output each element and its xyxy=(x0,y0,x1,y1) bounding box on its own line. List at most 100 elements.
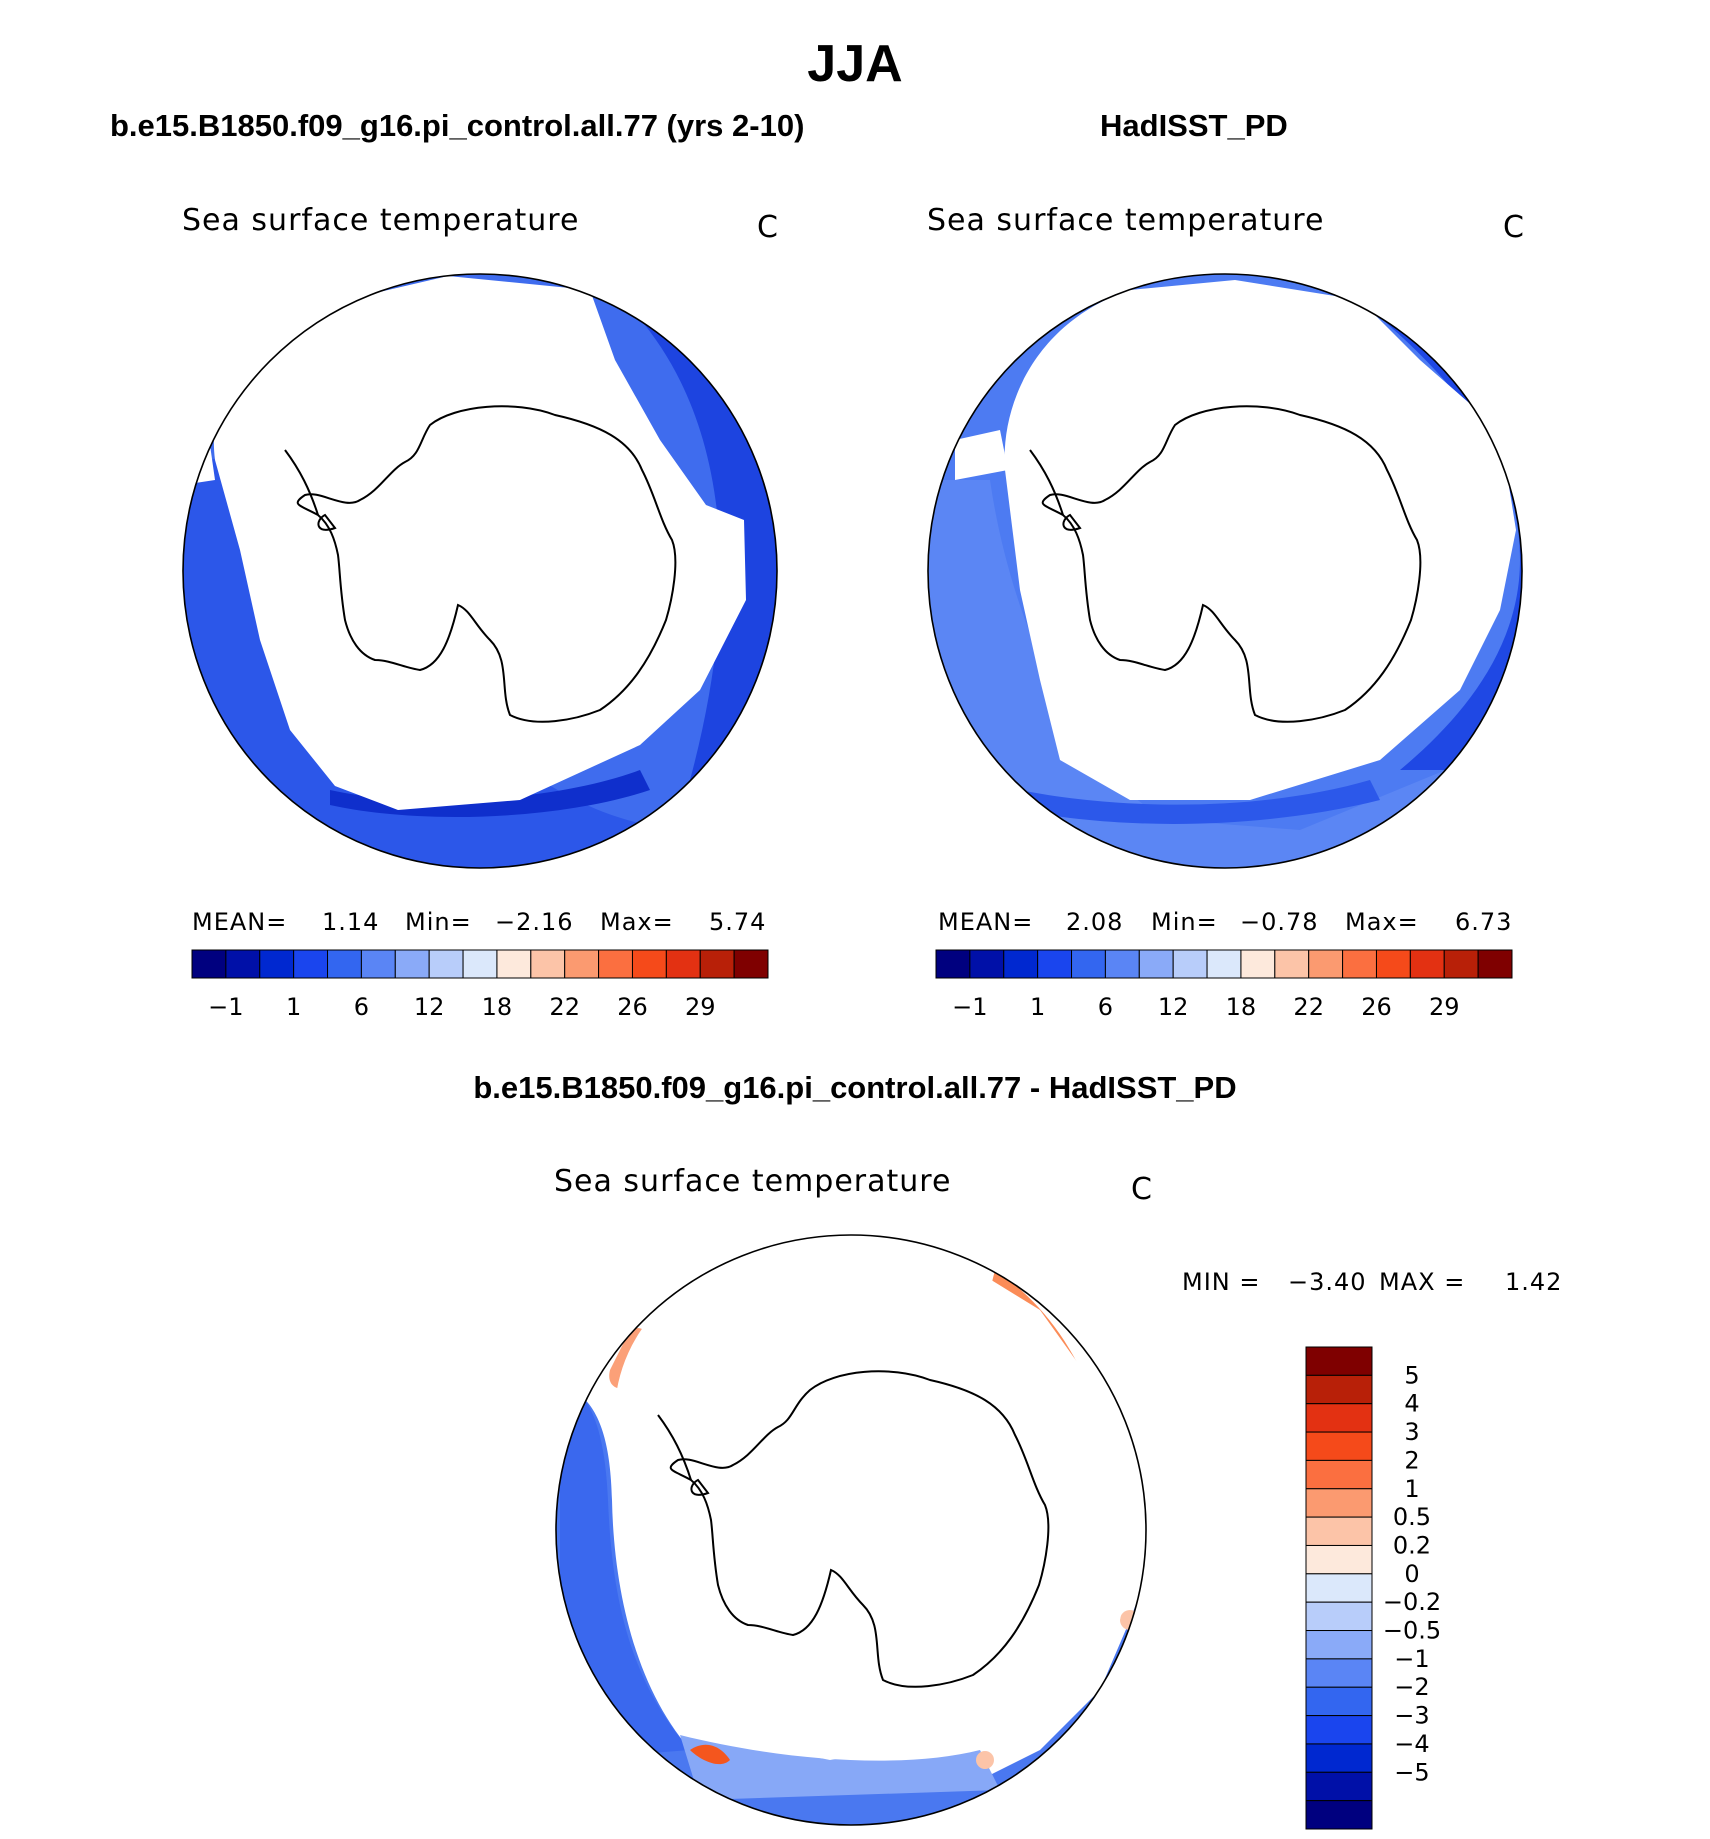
diff-colorbar-swatch-1 xyxy=(1305,1374,1373,1405)
model-colorbar-swatch-3 xyxy=(293,949,329,979)
obs-colorbar-tick-label: 6 xyxy=(1098,993,1113,1021)
diff-colorbar-tick-label: −5 xyxy=(1394,1758,1429,1786)
diff-colorbar-tick-label: −2 xyxy=(1394,1673,1429,1701)
diff-units: C xyxy=(1131,1172,1152,1207)
model-mean-label: MEAN= xyxy=(192,908,288,936)
diff-colorbar-tick-label: 3 xyxy=(1404,1418,1419,1446)
obs-colorbar-swatch-16 xyxy=(1477,949,1513,979)
model-colorbar-swatch-10 xyxy=(530,949,566,979)
obs-colorbar-swatch-12 xyxy=(1342,949,1377,979)
model-colorbar-tick-label: 18 xyxy=(482,993,513,1021)
obs-peninsula-outline xyxy=(1029,449,1082,531)
model-colorbar-tick-label: 12 xyxy=(414,993,445,1021)
model-peninsula-outline xyxy=(284,449,337,531)
obs-colorbar-tick-label: 29 xyxy=(1429,993,1460,1021)
model-ice-mask xyxy=(213,276,746,810)
diff-colorbar-tick-label: −1 xyxy=(1394,1645,1429,1673)
model-colorbar-swatch-4 xyxy=(327,949,362,979)
obs-colorbar-tick-label: −1 xyxy=(952,993,987,1021)
obs-colorbar-tick-label: 18 xyxy=(1226,993,1257,1021)
obs-colorbar-swatch-13 xyxy=(1375,949,1411,979)
diff-colorbar-swatch-2 xyxy=(1305,1403,1373,1433)
diff-colorbar-tick-label: −0.2 xyxy=(1383,1588,1441,1616)
diff-colorbar-swatch-12 xyxy=(1305,1686,1373,1717)
obs-colorbar-swatch-7 xyxy=(1172,949,1208,979)
diff-sst-map xyxy=(555,1234,1147,1826)
model-colorbar-swatch-2 xyxy=(259,949,295,979)
model-min-value: −2.16 xyxy=(495,908,574,936)
obs-colorbar-swatch-5 xyxy=(1104,949,1140,979)
model-colorbar-swatch-15 xyxy=(699,949,735,979)
diff-colorbar-swatch-14 xyxy=(1305,1743,1373,1773)
model-max-value: 5.74 xyxy=(709,908,767,936)
model-colorbar-tick-label: 26 xyxy=(617,993,648,1021)
obs-colorbar-swatch-1 xyxy=(969,949,1005,979)
obs-max-label: Max= xyxy=(1345,908,1419,936)
obs-colorbar-swatch-11 xyxy=(1308,949,1344,979)
diff-colorbar-swatch-10 xyxy=(1305,1630,1373,1660)
model-colorbar-swatch-9 xyxy=(496,949,532,979)
diff-colorbar-tick-label: 0.5 xyxy=(1393,1503,1431,1531)
model-colorbar-swatch-5 xyxy=(360,949,396,979)
model-colorbar-tick-label: 6 xyxy=(354,993,369,1021)
obs-colorbar-swatch-3 xyxy=(1037,949,1073,979)
model-colorbar-swatch-13 xyxy=(631,949,667,979)
diff-min-label: MIN = xyxy=(1182,1268,1261,1296)
diff-min-value: −3.40 xyxy=(1288,1268,1367,1296)
figure-title: JJA xyxy=(807,35,903,93)
obs-colorbar-swatch-14 xyxy=(1409,949,1445,979)
obs-units: C xyxy=(1503,210,1524,245)
diff-colorbar-swatch-13 xyxy=(1305,1715,1373,1745)
obs-colorbar-tick-label: 22 xyxy=(1293,993,1324,1021)
diff-map-boundary xyxy=(555,1234,1147,1826)
model-colorbar-swatch-14 xyxy=(665,949,701,979)
diff-antarctica-coastline xyxy=(669,1370,1050,1688)
diff-colorbar-tick-label: 0 xyxy=(1404,1560,1419,1588)
obs-subtitle: Sea surface temperature xyxy=(927,203,1325,238)
model-colorbar-swatch-16 xyxy=(733,949,769,979)
diff-colorbar-tick-label: −3 xyxy=(1394,1702,1429,1730)
model-colorbar-tick-label: 29 xyxy=(685,993,716,1021)
diff-peninsula-outline xyxy=(657,1414,710,1496)
obs-colorbar-swatch-10 xyxy=(1274,949,1310,979)
diff-colorbar-tick-label: 2 xyxy=(1404,1446,1419,1474)
model-colorbar: −1 1 6 12 18 22 26 29 xyxy=(191,949,769,1021)
obs-min-value: −0.78 xyxy=(1240,908,1319,936)
obs-sst-map xyxy=(927,273,1523,869)
diff-colorbar-swatch-4 xyxy=(1305,1459,1373,1490)
obs-colorbar-swatch-4 xyxy=(1071,949,1106,979)
diff-colorbar-swatch-7 xyxy=(1305,1544,1373,1575)
diff-colorbar-tick-label: −4 xyxy=(1394,1730,1429,1758)
obs-colorbar-tick-label: 12 xyxy=(1158,993,1189,1021)
obs-antarctica-coastline xyxy=(1041,405,1422,723)
model-subtitle: Sea surface temperature xyxy=(182,203,580,238)
obs-mean-label: MEAN= xyxy=(938,908,1034,936)
diff-colorbar-tick-label: 4 xyxy=(1404,1390,1419,1418)
obs-colorbar-swatch-15 xyxy=(1443,949,1479,979)
diff-colorbar-swatch-9 xyxy=(1305,1601,1373,1632)
model-colorbar-swatch-8 xyxy=(462,949,498,979)
model-mean-value: 1.14 xyxy=(322,908,380,936)
model-colorbar-tick-label: 1 xyxy=(286,993,301,1021)
diff-colorbar-swatch-3 xyxy=(1305,1431,1373,1461)
model-map-boundary xyxy=(182,273,778,869)
diff-colorbar-swatch-16 xyxy=(1305,1800,1373,1830)
obs-min-label: Min= xyxy=(1151,908,1218,936)
obs-mean-value: 2.08 xyxy=(1066,908,1124,936)
model-colorbar-swatch-0 xyxy=(191,949,227,979)
diff-ice-mask xyxy=(614,1250,1138,1760)
model-colorbar-swatch-1 xyxy=(225,949,261,979)
diff-max-value: 1.42 xyxy=(1505,1268,1563,1296)
diff-colorbar-swatch-0 xyxy=(1305,1346,1373,1376)
diff-colorbar-swatch-15 xyxy=(1305,1771,1373,1802)
obs-colorbar-swatch-6 xyxy=(1138,949,1174,979)
obs-max-value: 6.73 xyxy=(1455,908,1513,936)
obs-colorbar-tick-label: 26 xyxy=(1361,993,1392,1021)
obs-map-boundary xyxy=(927,273,1523,869)
obs-colorbar-swatch-8 xyxy=(1206,949,1242,979)
model-min-label: Min= xyxy=(405,908,472,936)
obs-colorbar: −1 1 6 12 18 22 26 29 xyxy=(935,949,1513,1021)
model-max-label: Max= xyxy=(600,908,674,936)
